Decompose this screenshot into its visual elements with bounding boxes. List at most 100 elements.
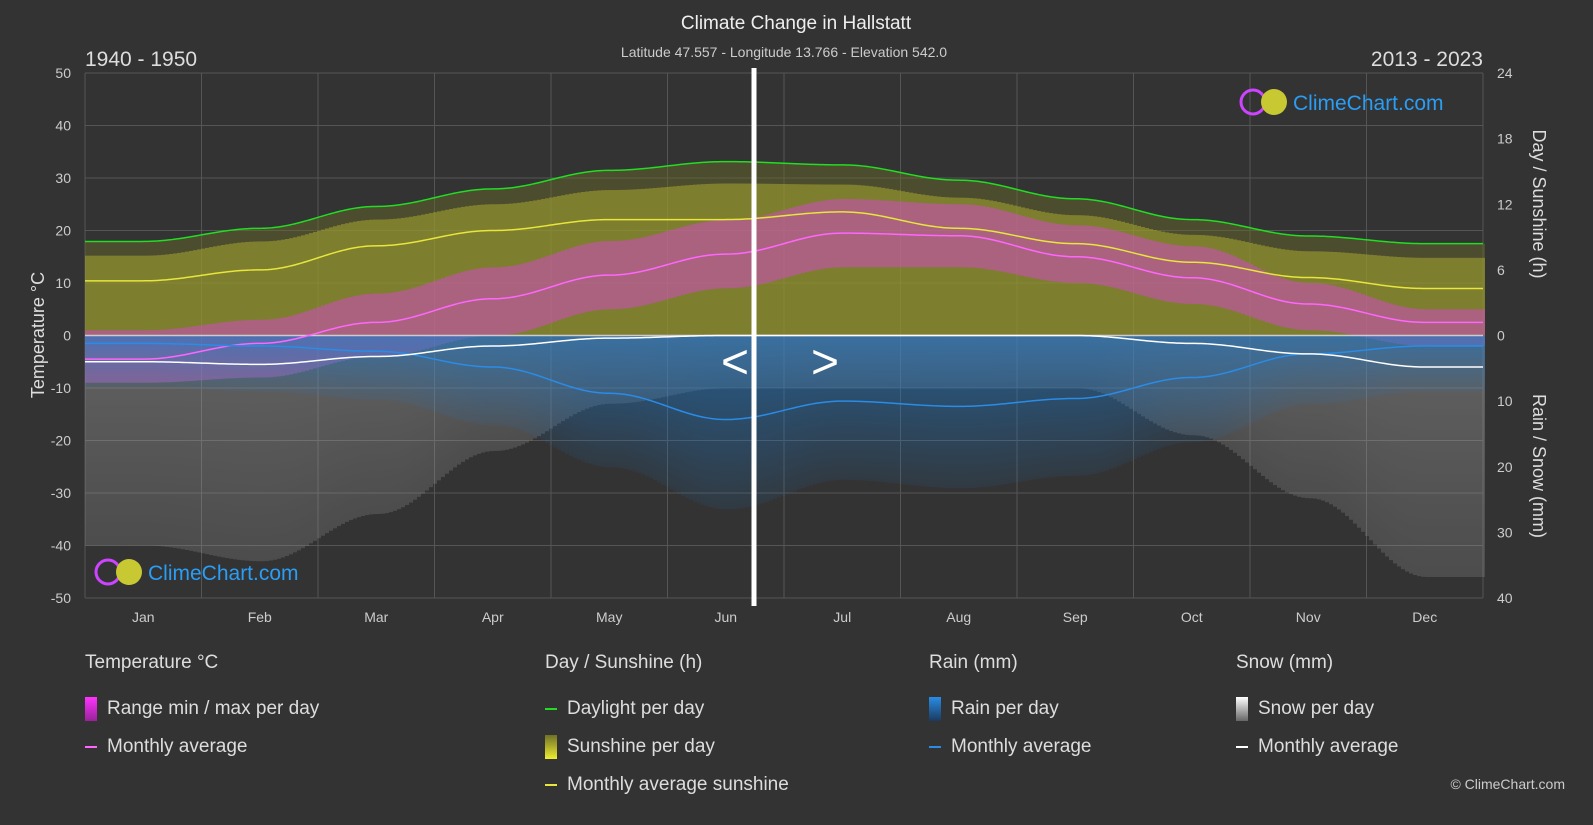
temp-range-bar: [1177, 245, 1181, 304]
y-right-top-tick: 24: [1497, 65, 1513, 81]
rain-day-bar: [665, 335, 669, 487]
temp-range-bar: [1277, 276, 1281, 326]
sunshine-day-bar: [1293, 250, 1297, 336]
sunshine-day-bar: [1037, 210, 1041, 336]
rain-day-bar: [409, 335, 413, 405]
sunshine-day-bar: [109, 255, 113, 336]
sunshine-day-bar: [257, 241, 261, 336]
sunshine-day-bar: [1173, 233, 1177, 336]
sunshine-day-bar: [621, 189, 625, 336]
temp-range-bar: [337, 300, 341, 362]
temp-range-bar: [1233, 256, 1237, 312]
rain-day-bar: [1121, 335, 1125, 465]
sunshine-day-bar: [885, 188, 889, 336]
next-period-button[interactable]: >: [811, 336, 839, 389]
sunshine-day-bar: [1181, 234, 1185, 336]
rain-day-bar: [441, 335, 445, 415]
temp-range-bar: [457, 272, 461, 341]
sunshine-day-bar: [585, 191, 589, 336]
sunshine-day-bar: [1305, 251, 1309, 336]
rain-day-bar: [713, 335, 717, 509]
sunshine-day-bar: [517, 202, 521, 336]
sunshine-day-bar: [1341, 252, 1345, 336]
rain-day-bar: [733, 335, 737, 509]
rain-day-bar: [309, 335, 313, 395]
sunshine-day-bar: [1269, 247, 1273, 336]
rain-day-bar: [393, 335, 397, 402]
temp-range-bar: [1205, 247, 1209, 305]
rain-day-bar: [777, 335, 781, 498]
rain-day-bar: [625, 335, 629, 470]
rain-day-bar: [1021, 335, 1025, 482]
rain-day-bar: [953, 335, 957, 489]
sunshine-day-bar: [1081, 215, 1085, 336]
sunshine-day-bar: [229, 243, 233, 336]
sunshine-day-bar: [641, 188, 645, 336]
sunshine-day-bar: [1093, 216, 1097, 336]
rain-day-bar: [1293, 335, 1297, 406]
sunshine-day-bar: [1117, 220, 1121, 336]
sunshine-day-bar: [1357, 253, 1361, 336]
sunshine-day-bar: [905, 191, 909, 336]
rain-day-bar: [585, 335, 589, 463]
temp-range-bar: [1125, 233, 1129, 292]
temp-range-bar: [425, 283, 429, 349]
rain-day-bar: [1189, 335, 1193, 443]
sunshine-day-bar: [1285, 249, 1289, 336]
sunshine-day-bar: [381, 219, 385, 336]
y-right-top-label: Day / Sunshine (h): [1529, 129, 1549, 278]
sunshine-day-bar: [1245, 241, 1249, 336]
temp-range-bar: [1385, 302, 1389, 342]
rain-day-bar: [709, 335, 713, 508]
rain-day-bar: [837, 335, 841, 481]
rain-day-bar: [405, 335, 409, 404]
temp-range-bar: [1381, 301, 1385, 342]
temp-range-bar: [1085, 225, 1089, 284]
rain-swatch: [929, 697, 941, 721]
rain-day-bar: [537, 335, 541, 439]
sunshine-day-bar: [373, 219, 377, 336]
sunshine-day-bar: [389, 219, 393, 336]
temp-range-bar: [445, 276, 449, 344]
sunshine-day-bar: [1425, 257, 1429, 336]
sunshine-day-bar: [1237, 240, 1241, 336]
snow-day-bar: [1481, 335, 1485, 577]
temp-avg-line: [85, 232, 1483, 360]
temp-range-bar: [1225, 253, 1229, 309]
rain-day-bar: [769, 335, 773, 501]
rain-day-bar: [861, 335, 865, 481]
sunshine-day-bar: [1297, 250, 1301, 336]
sunshine-day-bar: [769, 183, 773, 336]
period-left: 1940 - 1950: [85, 48, 197, 71]
prev-period-button[interactable]: <: [721, 336, 749, 389]
snow-day-bar: [349, 335, 353, 521]
temp-range-bar: [1289, 280, 1293, 329]
snow-day-bar: [273, 335, 277, 560]
temp-range-bar: [1285, 279, 1289, 328]
rain-day-bar: [1329, 335, 1333, 404]
sunshine-avg-swatch: [545, 784, 557, 786]
rain-day-bar: [941, 335, 945, 488]
rain-day-bar: [997, 335, 1001, 486]
sunshine-day-bar: [1169, 233, 1173, 336]
snow-day-bar: [1457, 335, 1461, 577]
sunshine-day-bar: [361, 220, 365, 336]
rain-day-bar: [1105, 335, 1109, 471]
sunshine-day-bar: [401, 217, 405, 336]
rain-day-bar: [1413, 335, 1417, 392]
snow-day-bar: [237, 335, 241, 560]
temp-range-bar: [441, 278, 445, 345]
rain-day-bar: [1449, 335, 1453, 392]
rain-day-bar: [357, 335, 361, 400]
temp-range-bar: [1353, 291, 1357, 336]
temp-range-bar: [1197, 246, 1201, 305]
rain-day-bar: [717, 335, 721, 509]
temp-range-bar: [1001, 210, 1005, 272]
temp-range-bar: [1313, 283, 1317, 331]
rain-day-bar: [741, 335, 745, 509]
sunshine-day-bar: [1085, 215, 1089, 336]
temp-range-bar: [469, 269, 473, 338]
sunshine-day-bar: [801, 184, 805, 336]
temp-range-bar: [1389, 303, 1393, 343]
sunshine-day-bar: [453, 208, 457, 336]
